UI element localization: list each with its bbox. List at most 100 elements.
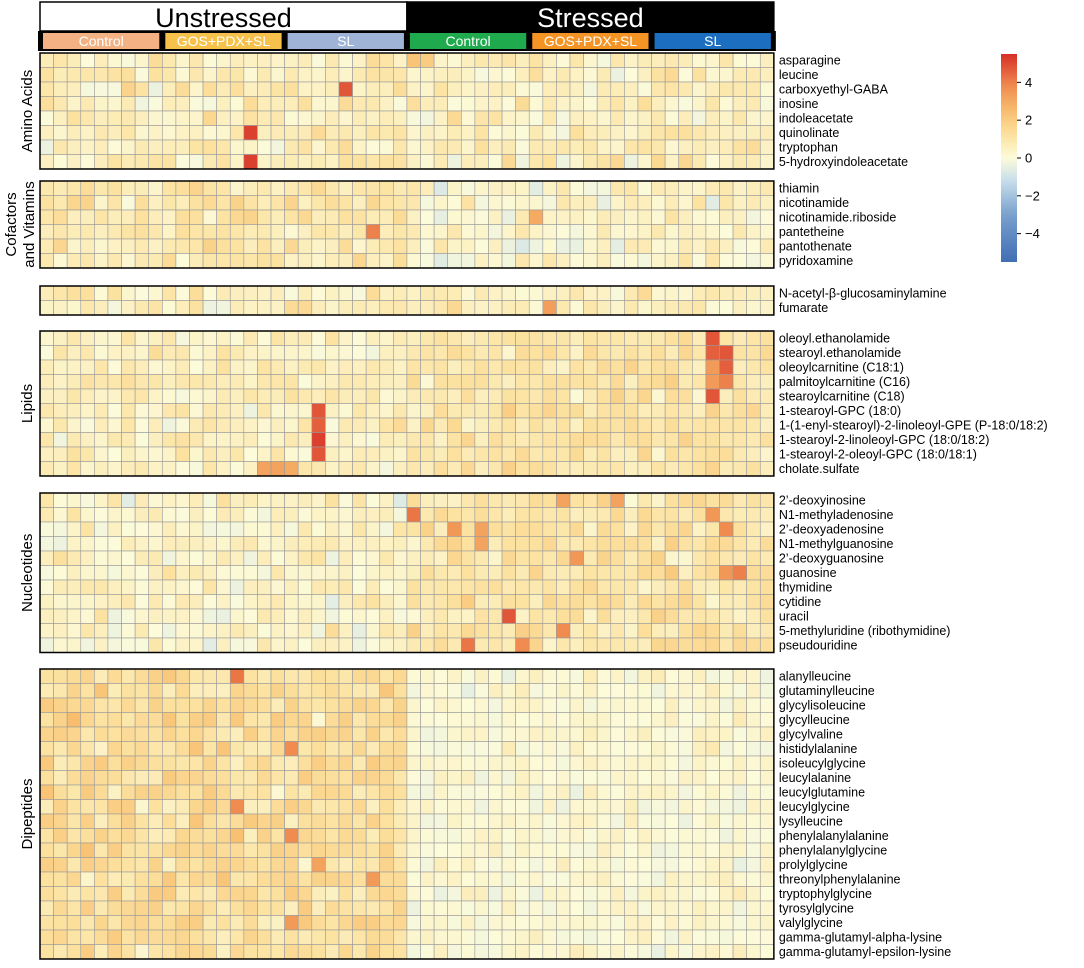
heatmap-cell bbox=[39, 594, 54, 610]
heatmap-cell bbox=[433, 871, 448, 887]
heatmap-cell bbox=[66, 52, 82, 68]
heatmap-cell bbox=[338, 285, 353, 301]
heatmap-cell bbox=[501, 550, 516, 566]
heatmap-cell bbox=[243, 507, 258, 523]
heatmap-cell bbox=[175, 536, 190, 552]
heatmap-cell bbox=[678, 52, 693, 68]
heatmap-cell bbox=[393, 944, 408, 960]
row-label: N-acetyl-β-glucosaminylamine bbox=[779, 286, 947, 300]
heatmap-cell bbox=[270, 374, 285, 390]
heatmap-cell bbox=[542, 915, 557, 931]
heatmap-cell bbox=[311, 154, 326, 170]
heatmap-cell bbox=[189, 139, 204, 155]
heatmap-cell bbox=[719, 536, 734, 552]
heatmap-cell bbox=[134, 388, 150, 404]
heatmap-cell bbox=[53, 521, 68, 537]
heatmap-cell bbox=[80, 139, 95, 155]
heatmap-cell bbox=[528, 417, 544, 433]
heatmap-cell bbox=[664, 697, 680, 713]
heatmap-cell bbox=[284, 608, 299, 624]
heatmap-cell bbox=[759, 507, 775, 523]
heatmap-cell bbox=[229, 432, 245, 448]
heatmap-cell bbox=[80, 461, 95, 477]
heatmap-cell bbox=[352, 857, 367, 873]
heatmap-cell bbox=[311, 417, 326, 433]
heatmap-cell bbox=[746, 195, 761, 211]
heatmap-cell bbox=[175, 209, 190, 225]
heatmap-cell bbox=[719, 579, 734, 595]
heatmap-cell bbox=[583, 944, 598, 960]
heatmap-cell bbox=[53, 285, 68, 301]
heatmap-cell bbox=[270, 285, 285, 301]
heatmap-cell bbox=[66, 139, 82, 155]
heatmap-cell bbox=[583, 755, 598, 771]
heatmap-cell bbox=[393, 668, 408, 684]
heatmap-cell bbox=[379, 253, 394, 269]
heatmap-cell bbox=[488, 594, 503, 610]
heatmap-cell bbox=[596, 799, 612, 815]
heatmap-cell bbox=[678, 195, 693, 211]
heatmap-cell bbox=[583, 770, 598, 786]
heatmap-cell bbox=[596, 388, 612, 404]
heatmap-cell bbox=[705, 683, 720, 699]
heatmap-cell bbox=[80, 712, 95, 728]
heatmap-cell bbox=[393, 209, 408, 225]
heatmap-cell bbox=[148, 550, 163, 566]
heatmap-cell bbox=[297, 96, 313, 112]
heatmap-cell bbox=[406, 521, 421, 537]
heatmap-cell bbox=[596, 253, 612, 269]
heatmap-cell bbox=[583, 81, 598, 97]
heatmap-cell bbox=[651, 507, 666, 523]
heatmap-cell bbox=[610, 507, 625, 523]
heatmap-cell bbox=[433, 536, 448, 552]
heatmap-cell bbox=[759, 944, 775, 960]
heatmap-cell bbox=[515, 224, 530, 240]
heatmap-cell bbox=[420, 492, 435, 508]
heatmap-cell bbox=[583, 623, 598, 639]
heatmap-cell bbox=[705, 668, 720, 684]
heatmap-cell bbox=[637, 285, 652, 301]
heatmap-cell bbox=[39, 726, 54, 742]
heatmap-cell bbox=[202, 359, 217, 375]
heatmap-cell bbox=[148, 52, 163, 68]
heatmap-cell bbox=[284, 195, 299, 211]
heatmap-cell bbox=[447, 944, 462, 960]
heatmap-cell bbox=[624, 579, 639, 595]
heatmap-cell bbox=[556, 374, 571, 390]
heatmap-cell bbox=[270, 139, 285, 155]
heatmap-cell bbox=[94, 900, 109, 916]
heatmap-cell bbox=[352, 900, 367, 916]
heatmap-cell bbox=[420, 507, 435, 523]
heatmap-cell bbox=[325, 417, 340, 433]
heatmap-cell bbox=[569, 330, 584, 346]
heatmap-cell bbox=[610, 536, 625, 552]
heatmap-cell bbox=[732, 799, 747, 815]
heatmap-cell bbox=[365, 828, 381, 844]
heatmap-cell bbox=[134, 359, 150, 375]
heatmap-cell bbox=[596, 180, 612, 196]
heatmap-cell bbox=[311, 929, 326, 945]
heatmap-cell bbox=[229, 536, 245, 552]
heatmap-cell bbox=[705, 813, 720, 829]
heatmap-cell bbox=[134, 224, 150, 240]
heatmap-cell bbox=[107, 492, 122, 508]
heatmap-cell bbox=[759, 52, 775, 68]
heatmap-cell bbox=[107, 432, 122, 448]
heatmap-cell bbox=[216, 726, 231, 742]
heatmap-cell bbox=[365, 900, 381, 916]
heatmap-cell bbox=[474, 915, 489, 931]
heatmap-cell bbox=[257, 668, 272, 684]
heatmap-cell bbox=[528, 857, 544, 873]
heatmap-cell bbox=[393, 139, 408, 155]
heatmap-cell bbox=[202, 110, 217, 126]
heatmap-cell bbox=[732, 536, 747, 552]
heatmap-cell bbox=[229, 579, 245, 595]
heatmap-cell bbox=[420, 594, 435, 610]
heatmap-cell bbox=[420, 712, 435, 728]
heatmap-cell bbox=[678, 180, 693, 196]
heatmap-cell bbox=[243, 139, 258, 155]
heatmap-cell bbox=[433, 285, 448, 301]
row-labels: asparagineleucinecarboxyethyl-GABAinosin… bbox=[779, 53, 1048, 959]
heatmap-cell bbox=[488, 565, 503, 581]
heatmap-cell bbox=[420, 741, 435, 757]
